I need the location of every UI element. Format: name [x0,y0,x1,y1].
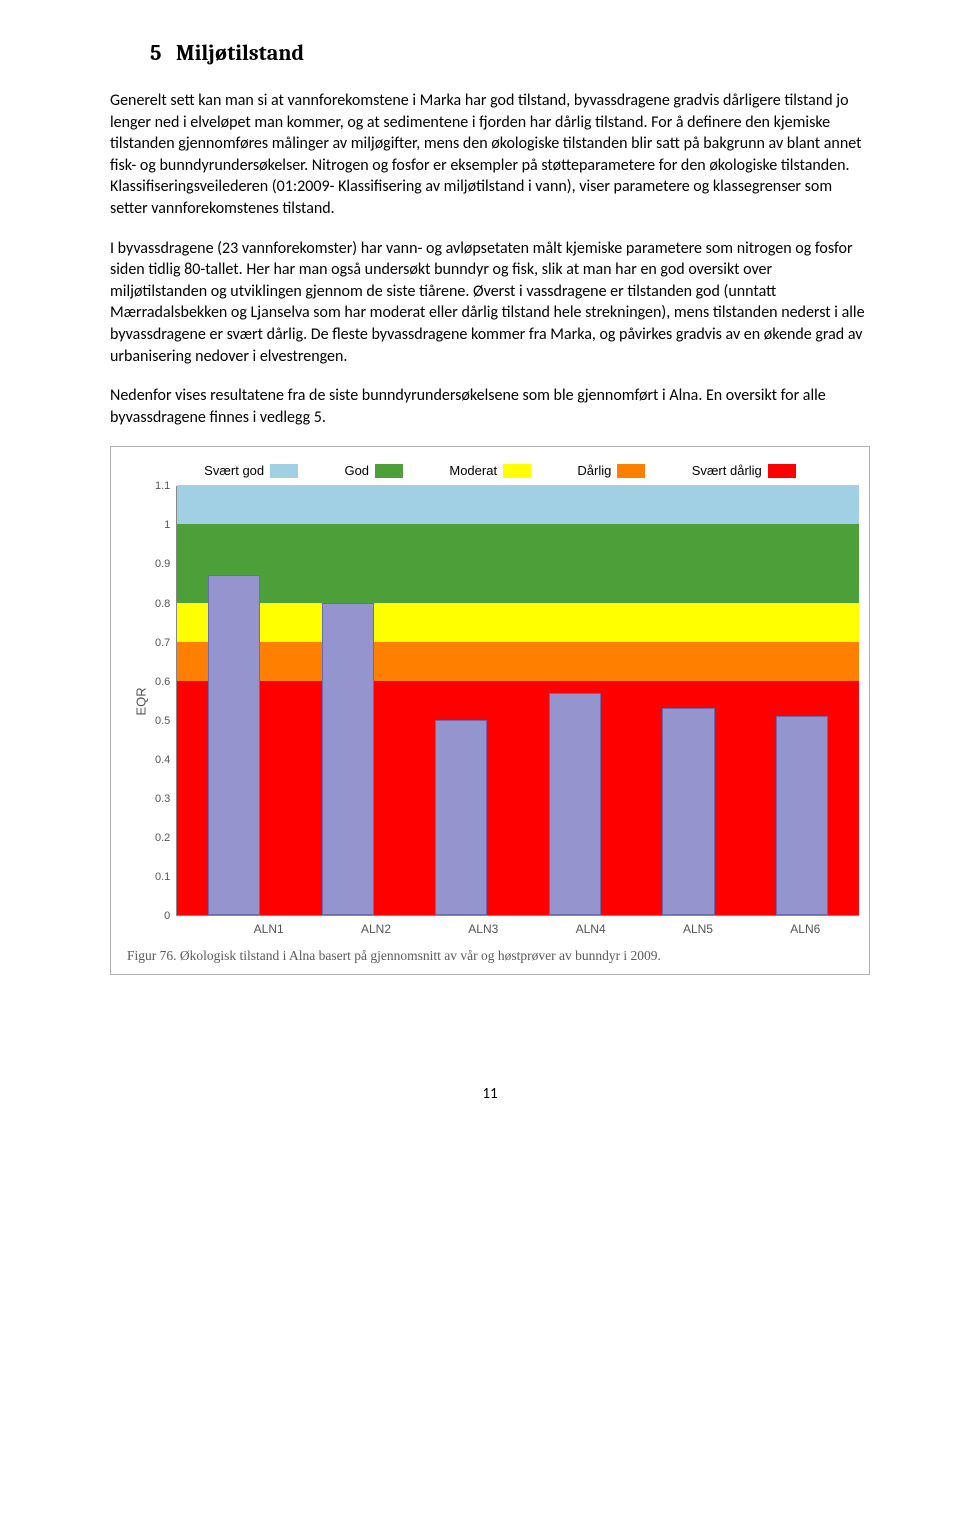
body-paragraph: I byvassdragene (23 vannforekomster) har… [110,238,870,368]
legend-label: Svært dårlig [692,463,762,478]
legend-label: Dårlig [577,463,611,478]
chart: EQR 1.110.90.80.70.60.50.40.30.20.10 [121,486,859,916]
section-heading: Miljøtilstand [176,40,304,66]
body-paragraph: Nedenfor vises resultatene fra de siste … [110,385,870,428]
y-axis-label: EQR [134,687,149,715]
chart-bar [435,720,487,915]
chart-legend: Svært god God Moderat Dårlig Svært dårlig [121,463,859,486]
legend-swatch [270,464,298,478]
legend-item: Svært god [204,463,298,478]
x-tick-label: ALN6 [752,922,859,936]
legend-item: God [344,463,403,478]
figure-container: Svært god God Moderat Dårlig Svært dårlig EQ… [110,446,870,975]
legend-item: Moderat [449,463,531,478]
legend-label: Svært god [204,463,264,478]
y-axis-ticks: 1.110.90.80.70.60.50.40.30.20.10 [155,486,176,916]
legend-item: Svært dårlig [692,463,796,478]
x-tick-label: ALN3 [430,922,537,936]
x-tick-label: ALN4 [537,922,644,936]
chart-bar [549,693,601,916]
chart-bar [776,716,828,915]
x-tick-label: ALN1 [215,922,322,936]
section-title: 5 Miljøtilstand [150,40,870,66]
chart-bar [662,708,714,915]
plot-area [176,486,859,916]
legend-label: Moderat [449,463,497,478]
x-tick-label: ALN2 [322,922,429,936]
x-tick-label: ALN5 [644,922,751,936]
legend-swatch [503,464,531,478]
y-axis-label-container: EQR [127,486,155,916]
chart-bar [322,603,374,916]
legend-label: God [344,463,369,478]
x-axis-ticks: ALN1ALN2ALN3ALN4ALN5ALN6 [121,922,859,936]
section-number: 5 [150,40,161,66]
legend-swatch [375,464,403,478]
figure-caption: Figur 76. Økologisk tilstand i Alna base… [121,948,859,964]
legend-item: Dårlig [577,463,645,478]
legend-swatch [617,464,645,478]
page-number: 11 [110,1085,870,1103]
legend-swatch [768,464,796,478]
bars-layer [177,486,859,915]
chart-bar [208,575,260,915]
body-paragraph: Generelt sett kan man si at vannforekoms… [110,90,870,220]
